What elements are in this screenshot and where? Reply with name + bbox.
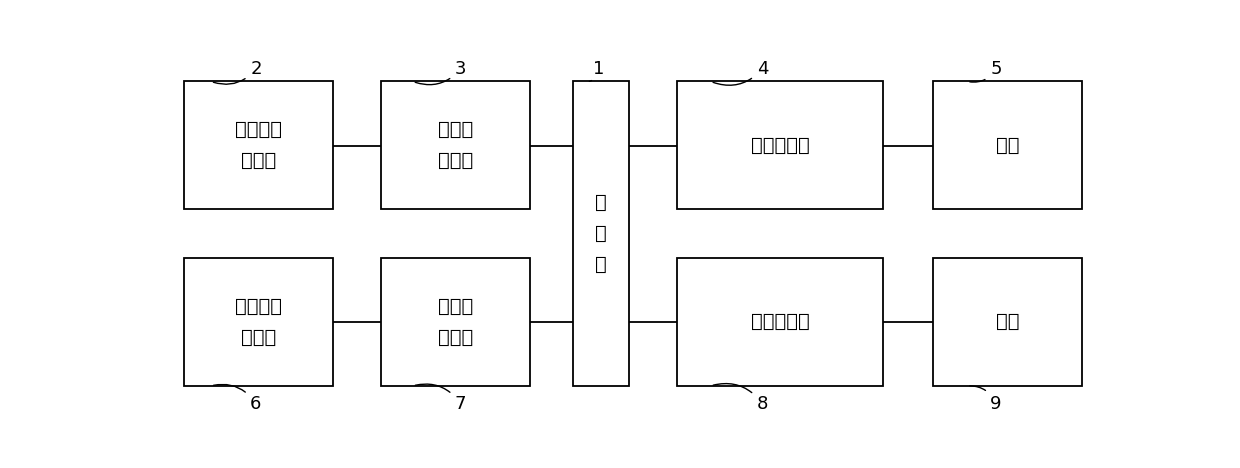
Text: 2: 2 — [213, 60, 262, 84]
Text: 控
制
器: 控 制 器 — [595, 193, 606, 274]
Text: 3: 3 — [415, 60, 466, 85]
Bar — [677, 81, 883, 209]
Text: 8: 8 — [713, 384, 768, 413]
Bar — [934, 258, 1083, 386]
Text: 信号转
换电路: 信号转 换电路 — [438, 120, 472, 170]
Bar — [573, 81, 629, 386]
Bar — [677, 258, 883, 386]
Text: 9: 9 — [970, 386, 1002, 413]
Text: 薄膜压力
传感器: 薄膜压力 传感器 — [234, 297, 281, 347]
Text: 6: 6 — [213, 384, 262, 413]
Text: 薄膜压力
传感器: 薄膜压力 传感器 — [234, 120, 281, 170]
Text: 电子调速器: 电子调速器 — [750, 136, 810, 155]
Bar — [381, 258, 529, 386]
Bar — [184, 81, 332, 209]
Text: 信号转
换电路: 信号转 换电路 — [438, 297, 472, 347]
Text: 4: 4 — [713, 60, 768, 85]
Text: 7: 7 — [415, 384, 466, 413]
Text: 电子调速器: 电子调速器 — [750, 313, 810, 331]
Text: 电机: 电机 — [996, 136, 1019, 155]
Bar — [184, 258, 332, 386]
Text: 1: 1 — [589, 60, 605, 81]
Bar — [381, 81, 529, 209]
Text: 电机: 电机 — [996, 313, 1019, 331]
Text: 5: 5 — [970, 60, 1002, 82]
Bar — [934, 81, 1083, 209]
